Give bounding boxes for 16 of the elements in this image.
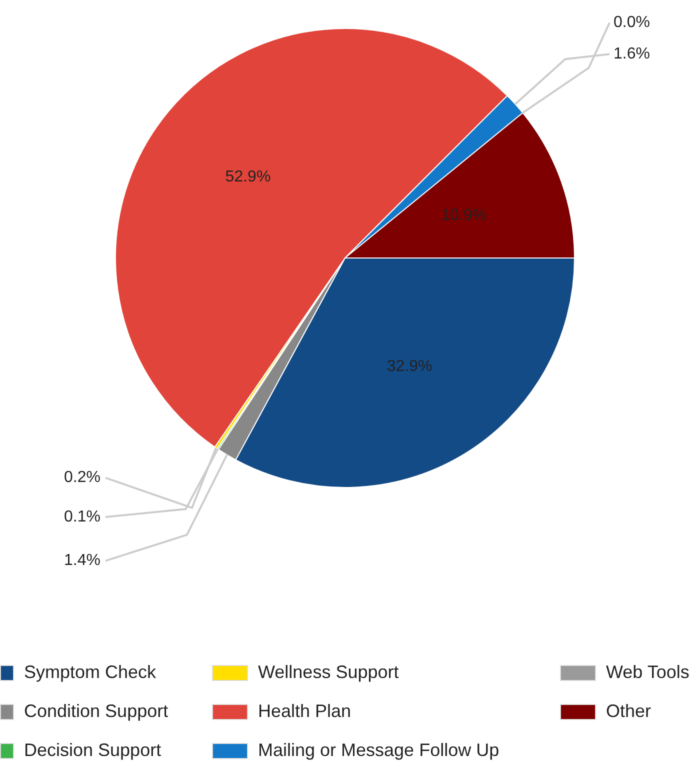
data-label: 32.9% xyxy=(386,358,432,375)
data-label: 0.2% xyxy=(64,469,100,486)
data-label: 52.9% xyxy=(225,168,271,186)
data-label: 10.9% xyxy=(441,207,487,224)
legend-label: Symptom Check xyxy=(24,662,156,683)
legend-label: Other xyxy=(606,701,652,722)
legend-label: Health Plan xyxy=(258,701,352,722)
legend-label: Mailing or Message Follow Up xyxy=(258,740,500,761)
legend-label: Condition Support xyxy=(24,701,168,722)
data-label: 1.4% xyxy=(64,552,100,570)
text: 0.0% xyxy=(614,14,650,32)
legend-label: Wellness Support xyxy=(258,662,399,683)
legend-label: Decision Support xyxy=(24,740,162,761)
data-label: 1.6% xyxy=(614,45,650,62)
data-label: 0.1% xyxy=(64,508,100,526)
legend-label: Web Tools xyxy=(606,662,690,683)
